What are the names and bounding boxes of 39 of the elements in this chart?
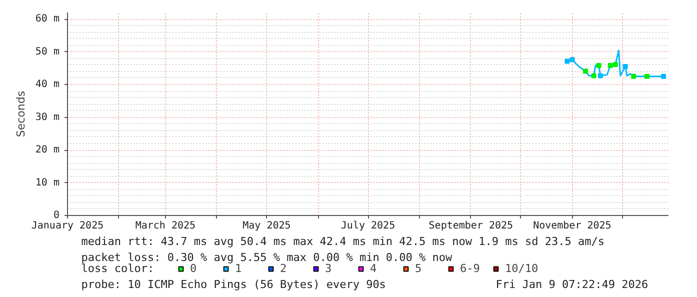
point <box>564 58 570 64</box>
legend-label: 5 <box>415 262 423 275</box>
point <box>598 73 603 78</box>
legend-label: 4 <box>370 262 378 275</box>
y-tick-label: 0 <box>53 210 60 221</box>
point <box>622 64 628 70</box>
legend-title: loss color: <box>81 262 154 275</box>
legend-label: 6-9 <box>460 262 480 275</box>
legend-label: 3 <box>325 262 333 275</box>
y-tick-label: 30 m <box>35 112 60 123</box>
x-tick-label: November 2025 <box>533 220 612 232</box>
x-tick-label: July 2025 <box>340 220 396 232</box>
text: probe: 10 ICMP Echo Pings (56 Bytes) every 90s <box>81 278 386 291</box>
y-tick-label: 60 m <box>35 14 60 25</box>
point <box>608 63 613 68</box>
x-tick-label: September 2025 <box>428 220 514 232</box>
point <box>612 62 618 68</box>
legend-label: 10/10 <box>505 262 538 275</box>
y-tick-label: 40 m <box>35 79 60 90</box>
y-tick-label: 50 m <box>35 46 60 58</box>
y-tick-label: 20 m <box>35 144 60 156</box>
point <box>661 74 666 79</box>
text: median rtt: 43.7 ms avg 50.4 ms max 42.4 ms min 42.5 ms now 1.9 ms sd 23.5 am/s <box>81 235 604 248</box>
y-axis-title: Seconds <box>14 90 28 138</box>
point <box>582 68 588 74</box>
point <box>570 57 575 62</box>
text: Fri Jan 9 07:22:49 2026 <box>496 278 648 291</box>
y-tick-label: 10 m <box>35 177 60 188</box>
text: packet loss: 0.30 % avg 5.55 % max 0.00 % min 0.00 % now <box>81 251 453 264</box>
point <box>596 63 602 68</box>
legend-label: 0 <box>190 262 198 275</box>
x-tick-label: January 2025 <box>31 220 104 232</box>
x-tick-label: March 2025 <box>135 220 196 232</box>
legend-label: 2 <box>280 262 288 275</box>
point <box>591 73 596 78</box>
point <box>631 74 636 79</box>
point <box>644 74 650 79</box>
legend-label: 1 <box>235 262 243 275</box>
x-tick-label: May 2025 <box>242 220 291 232</box>
